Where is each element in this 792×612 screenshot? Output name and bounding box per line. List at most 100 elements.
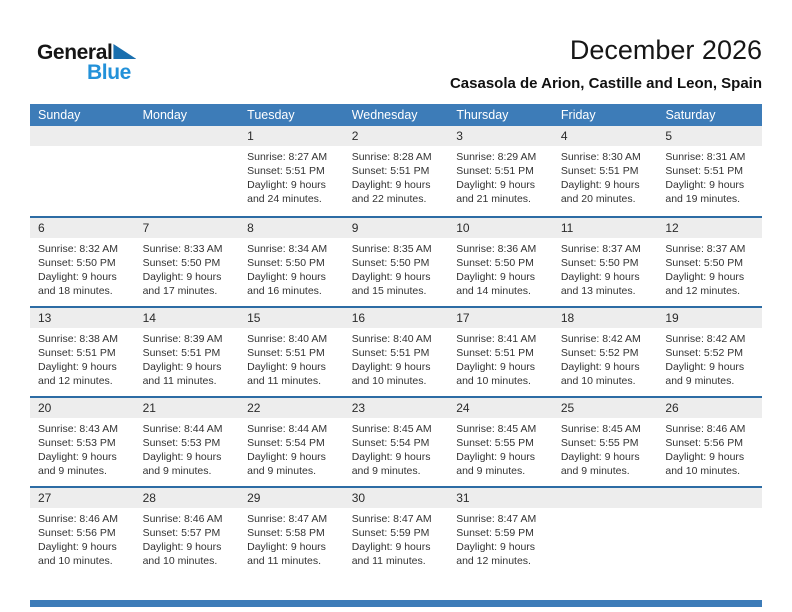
day-info: Sunrise: 8:41 AM Sunset: 5:51 PM Daylight:… [456,328,548,388]
daylight1-text: Daylight: 9 hours [247,179,326,191]
daylight2-text: and 11 minutes. [247,375,322,387]
daylight1-text: Daylight: 9 hours [456,179,536,191]
day-cell: 23 Sunrise: 8:45 AM Sunset: 5:54 PM Dayligh… [344,398,449,486]
day-info: Sunrise: 8:39 AM Sunset: 5:51 PM Daylight:… [143,328,235,388]
daylight1-text: Daylight: 9 hours [665,271,745,283]
sunset-text: Sunset: 5:54 PM [247,437,325,449]
day-info: Sunrise: 8:37 AM Sunset: 5:50 PM Daylight:… [665,238,757,298]
day-info: Sunrise: 8:44 AM Sunset: 5:54 PM Daylight:… [247,418,339,478]
logo-line1: General [37,42,137,64]
day-number: 15 [247,311,261,325]
sunset-text: Sunset: 5:50 PM [247,257,325,269]
day-info: Sunrise: 8:46 AM Sunset: 5:56 PM Daylight:… [38,508,130,568]
daylight2-text: and 21 minutes. [456,193,531,205]
day-info: Sunrise: 8:40 AM Sunset: 5:51 PM Daylight:… [352,328,444,388]
daylight2-text: and 11 minutes. [351,555,426,567]
day-info: Sunrise: 8:28 AM Sunset: 5:51 PM Daylight:… [352,146,444,206]
day-number: 1 [247,129,254,143]
day-number: 2 [351,129,359,143]
day-number: 9 [351,221,359,235]
daylight2-text: and 10 minutes. [38,555,113,567]
daylight2-text: and 14 minutes. [456,285,531,297]
day-cell: 1 Sunrise: 8:27 AM Sunset: 5:51 PM Daylight… [239,126,344,216]
daylight2-text: and 15 minutes. [351,285,427,297]
day-number: 28 [142,491,156,505]
sunrise-text: Sunrise: 8:41 AM [456,333,537,345]
daylight2-text: and 9 minutes. [560,465,630,477]
day-number: 7 [142,221,150,235]
day-cell: 18 Sunrise: 8:42 AM Sunset: 5:52 PM Dayligh… [553,308,658,396]
day-cell: 22 Sunrise: 8:44 AM Sunset: 5:54 PM Dayligh… [239,398,344,486]
title-block: December 2026 Casasola de Arion, Castill… [450,36,762,92]
sunset-text: Sunset: 5:55 PM [456,437,534,449]
sunset-text: Sunset: 5:58 PM [247,527,325,539]
daylight1-text: Daylight: 9 hours [456,271,536,283]
sunset-text: Sunset: 5:56 PM [38,527,116,539]
sunset-text: Sunset: 5:51 PM [351,165,430,177]
sunrise-text: Sunrise: 8:44 AM [142,423,223,435]
day-number: 21 [142,401,156,415]
sunrise-text: Sunrise: 8:46 AM [665,423,746,435]
day-number: 16 [351,311,366,325]
daylight1-text: Daylight: 9 hours [665,179,745,191]
daylight1-text: Daylight: 9 hours [247,451,326,463]
day-number: 10 [456,221,470,235]
daylight1-text: Daylight: 9 hours [38,361,117,373]
footer-bar [30,600,762,607]
day-info: Sunrise: 8:33 AM Sunset: 5:50 PM Daylight:… [143,238,235,298]
day-info: Sunrise: 8:47 AM Sunset: 5:59 PM Daylight:… [456,508,548,568]
sunrise-text: Sunrise: 8:28 AM [351,151,432,163]
sunset-text: Sunset: 5:53 PM [38,437,116,449]
day-number: 3 [456,129,463,143]
week-row: 1 Sunrise: 8:27 AM Sunset: 5:51 PM Daylight… [30,126,762,216]
weekday-header-monday: Monday [142,108,188,122]
day-number: 20 [38,401,52,415]
week-row: 13 Sunrise: 8:38 AM Sunset: 5:51 PM Dayligh… [30,306,762,396]
day-number: 14 [142,311,156,325]
sunrise-text: Sunrise: 8:40 AM [247,333,328,345]
day-number-band [30,218,762,238]
day-cell: 26 Sunrise: 8:46 AM Sunset: 5:56 PM Dayligh… [657,398,762,486]
day-info: Sunrise: 8:43 AM Sunset: 5:53 PM Daylight:… [38,418,130,478]
daylight2-text: and 20 minutes. [560,193,636,205]
sunrise-text: Sunrise: 8:45 AM [351,423,432,435]
sunrise-text: Sunrise: 8:47 AM [456,513,537,525]
sunset-text: Sunset: 5:59 PM [456,527,534,539]
weekday-header-sunday: Sunday [38,108,81,122]
weekday-header-row: Sunday Monday Tuesday Wednesday Thursday… [30,104,762,126]
day-number: 30 [351,491,366,505]
day-number: 11 [560,221,574,235]
daylight1-text: Daylight: 9 hours [142,361,222,373]
weekday-header-wednesday: Wednesday [351,108,418,122]
daylight1-text: Daylight: 9 hours [351,271,431,283]
daylight1-text: Daylight: 9 hours [560,271,640,283]
sunset-text: Sunset: 5:50 PM [38,257,116,269]
sunrise-text: Sunrise: 8:42 AM [665,333,746,345]
sunset-text: Sunset: 5:55 PM [560,437,639,449]
day-cell: 15 Sunrise: 8:40 AM Sunset: 5:51 PM Dayligh… [239,308,344,396]
sunrise-text: Sunrise: 8:45 AM [560,423,641,435]
daylight2-text: and 10 minutes. [456,375,531,387]
day-info: Sunrise: 8:30 AM Sunset: 5:51 PM Daylight:… [561,146,653,206]
sunrise-text: Sunrise: 8:34 AM [247,243,328,255]
daylight1-text: Daylight: 9 hours [247,271,326,283]
day-info: Sunrise: 8:46 AM Sunset: 5:56 PM Daylight:… [665,418,757,478]
daylight2-text: and 9 minutes. [665,375,735,387]
day-info: Sunrise: 8:46 AM Sunset: 5:57 PM Daylight:… [143,508,235,568]
day-info: Sunrise: 8:34 AM Sunset: 5:50 PM Daylight:… [247,238,339,298]
daylight2-text: and 11 minutes. [142,375,217,387]
sunrise-text: Sunrise: 8:33 AM [142,243,223,255]
sunset-text: Sunset: 5:51 PM [247,347,325,359]
day-cell: 8 Sunrise: 8:34 AM Sunset: 5:50 PM Daylight… [239,218,344,306]
day-cell: 5 Sunrise: 8:31 AM Sunset: 5:51 PM Daylight… [657,126,762,216]
day-cell: 28 Sunrise: 8:46 AM Sunset: 5:57 PM Dayligh… [135,488,240,576]
daylight1-text: Daylight: 9 hours [142,451,222,463]
day-info: Sunrise: 8:42 AM Sunset: 5:52 PM Daylight:… [561,328,653,388]
day-number-band [30,308,762,328]
day-cell: 31 Sunrise: 8:47 AM Sunset: 5:59 PM Dayligh… [448,488,553,576]
sunrise-text: Sunrise: 8:43 AM [38,423,118,435]
sunrise-text: Sunrise: 8:29 AM [456,151,537,163]
daylight2-text: and 12 minutes. [456,555,531,567]
day-cell: 2 Sunrise: 8:28 AM Sunset: 5:51 PM Daylight… [344,126,449,216]
sunrise-text: Sunrise: 8:38 AM [38,333,118,345]
